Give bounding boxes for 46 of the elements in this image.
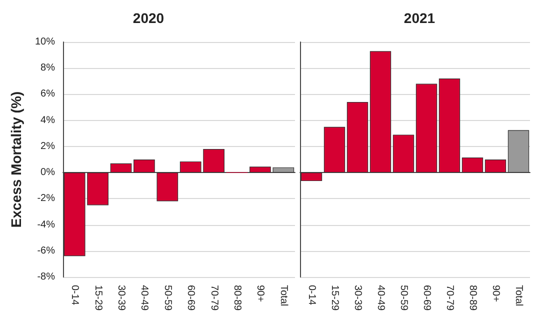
x-tick-label: 50-59 <box>162 285 173 312</box>
bar <box>416 84 438 173</box>
x-tick-label: 90+ <box>490 285 501 302</box>
y-tick-label: 0% <box>40 167 56 178</box>
x-tick-label: 0-14 <box>69 285 80 306</box>
y-tick-label: -6% <box>37 245 56 256</box>
y-tick-label: 4% <box>40 114 56 126</box>
x-tick-label: 0-14 <box>306 285 317 306</box>
x-tick-label: Total <box>278 285 289 306</box>
y-tick-label: -4% <box>37 219 56 230</box>
bar <box>508 130 530 173</box>
bar <box>484 160 506 173</box>
bar <box>346 102 368 173</box>
bar <box>110 163 132 173</box>
x-tick-label: 60-69 <box>185 285 196 312</box>
bar <box>462 158 484 173</box>
y-axis-title: Excess Mortality (%) <box>8 91 24 228</box>
x-tick-label: 80-89 <box>467 285 478 312</box>
x-tick-label: 90+ <box>254 285 266 302</box>
x-tick-label: 30-39 <box>352 285 363 312</box>
y-tick-label: 8% <box>40 62 56 74</box>
y-tick-label: -2% <box>37 193 56 204</box>
x-tick-label: 15-29 <box>329 285 340 312</box>
bar <box>300 172 322 182</box>
x-tick-label: 50-59 <box>398 285 409 312</box>
x-tick-label: 30-39 <box>116 285 126 312</box>
x-tick-label: Total <box>513 285 524 306</box>
chart-title: 2020 <box>132 10 164 26</box>
y-tick-label: 2% <box>40 140 56 152</box>
bar <box>370 51 392 173</box>
bar <box>438 78 460 173</box>
x-tick-label: 70-79 <box>208 285 220 312</box>
x-tick-label: 40-49 <box>375 285 386 312</box>
x-tick-label: 15-29 <box>92 285 104 312</box>
x-tick-label: 40-49 <box>138 285 150 312</box>
bar <box>156 172 178 202</box>
bar <box>392 134 414 173</box>
x-tick-label: 80-89 <box>232 285 242 312</box>
y-tick-label: 10% <box>34 36 56 48</box>
y-tick-label: -8% <box>37 272 56 282</box>
chart-title: 2021 <box>404 10 436 26</box>
bar <box>134 160 155 173</box>
y-tick-label: 6% <box>40 88 56 100</box>
bar <box>324 126 346 173</box>
x-tick-label: 60-69 <box>421 285 432 312</box>
x-tick-label: 70-79 <box>444 285 455 312</box>
